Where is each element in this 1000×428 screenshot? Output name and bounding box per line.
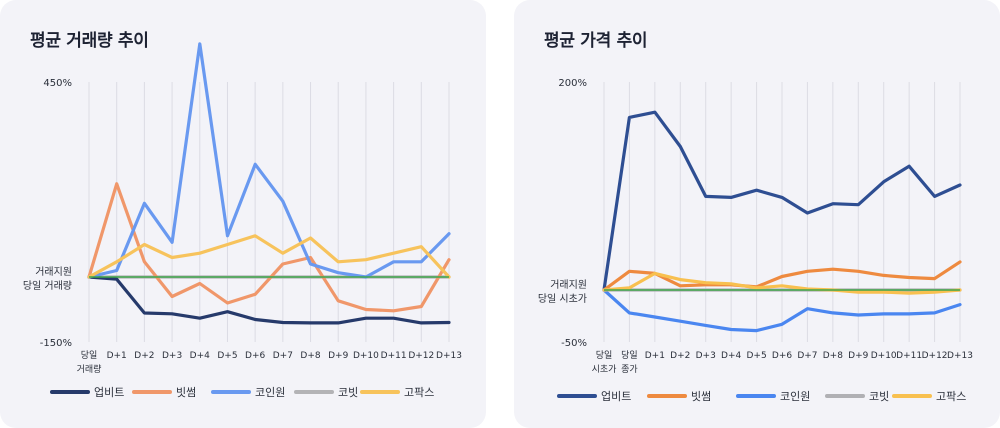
x-tick-label: D+13 <box>436 351 462 361</box>
x-tick-label: D+1 <box>645 351 665 361</box>
x-tick-label-line: 당일 <box>81 350 98 361</box>
y-tick-label: 450% <box>43 78 72 89</box>
x-tick-label: D+7 <box>273 351 293 361</box>
legend-label: 고팍스 <box>936 390 966 403</box>
y-tick-label-line: -150% <box>40 338 72 349</box>
legend-label: 고팍스 <box>404 386 434 399</box>
x-tick-label: D+5 <box>746 351 766 361</box>
x-tick-label-line: D+11 <box>896 351 922 361</box>
y-tick-label-line: 450% <box>43 78 72 89</box>
y-tick-label-line: 거래지원 <box>550 279 587 291</box>
y-tick-label: 200% <box>558 78 587 89</box>
x-tick-label: D+7 <box>797 351 817 361</box>
x-tick-label: D+12 <box>922 351 948 361</box>
x-tick-label-line: D+3 <box>162 351 182 361</box>
series-line-5 <box>602 271 962 295</box>
y-tick-label-line: 당일 시초가 <box>538 293 587 305</box>
legend-label: 업비트 <box>94 386 124 399</box>
x-tick-label-line: D+3 <box>696 351 716 361</box>
x-tick-label: D+8 <box>300 351 320 361</box>
x-tick-label: D+11 <box>381 351 407 361</box>
x-tick-label-line: D+2 <box>134 351 154 361</box>
x-tick-label: D+11 <box>896 351 922 361</box>
x-tick-label-line: D+13 <box>947 351 973 361</box>
x-tick-label: D+9 <box>328 351 348 361</box>
series-line-5 <box>87 234 451 279</box>
x-tick-label: D+5 <box>217 351 237 361</box>
series-line-1 <box>602 110 962 292</box>
chart-title: 평균 가격 추이 <box>544 31 648 51</box>
x-tick-label-line: D+7 <box>273 351 293 361</box>
x-tick-label: D+8 <box>823 351 843 361</box>
x-tick-label: D+2 <box>670 351 690 361</box>
x-tick-label-line: D+13 <box>436 351 462 361</box>
chart-title: 평균 거래량 추이 <box>30 31 149 51</box>
x-tick-label-line: D+11 <box>381 351 407 361</box>
x-tick-label-line: D+12 <box>922 351 948 361</box>
legend-label: 코인원 <box>255 386 285 399</box>
x-tick-label-line: 거래량 <box>77 363 102 375</box>
series-line-2 <box>602 260 962 292</box>
x-tick-label-line: D+1 <box>645 351 665 361</box>
x-tick-label-line: D+4 <box>190 351 210 361</box>
x-tick-label-line: D+1 <box>107 351 127 361</box>
x-tick-label-line: 시초가 <box>592 364 617 375</box>
x-tick-label: D+12 <box>408 351 434 361</box>
legend-label: 코빗 <box>869 390 889 403</box>
x-tick-label: D+3 <box>696 351 716 361</box>
x-tick-label: D+6 <box>245 351 265 361</box>
y-tick-label-line: -50% <box>561 338 587 349</box>
x-tick-label-line: D+7 <box>797 351 817 361</box>
x-tick-label-line: D+8 <box>823 351 843 361</box>
x-tick-label-line: D+8 <box>300 351 320 361</box>
x-tick-label: D+10 <box>871 351 897 361</box>
legend-label: 코빗 <box>338 386 358 399</box>
x-tick-label-line: D+5 <box>746 351 766 361</box>
x-tick-label-line: 종가 <box>621 364 638 375</box>
x-tick-label-line: D+9 <box>328 351 348 361</box>
x-tick-label-line: D+12 <box>408 351 434 361</box>
x-tick-label: D+6 <box>772 351 792 361</box>
series-line-2 <box>87 182 451 313</box>
x-tick-label-line: D+4 <box>721 351 741 361</box>
y-tick-label: -150% <box>40 338 72 349</box>
x-tick-label-line: D+10 <box>871 351 897 361</box>
x-tick-label: D+4 <box>721 351 741 361</box>
x-tick-label-line: D+6 <box>245 351 265 361</box>
x-tick-label-line: D+5 <box>217 351 237 361</box>
series-line-3 <box>87 42 451 279</box>
y-tick-label-line: 거래지원 <box>35 266 72 278</box>
x-tick-label: D+13 <box>947 351 973 361</box>
x-tick-label-line: D+9 <box>848 351 868 361</box>
x-tick-label: D+9 <box>848 351 868 361</box>
x-tick-label: D+4 <box>190 351 210 361</box>
series-line-3 <box>602 288 962 333</box>
x-tick-label-line: 당일 <box>596 350 613 361</box>
series-line-1 <box>87 275 451 325</box>
y-tick-label-line: 당일 거래량 <box>23 280 72 292</box>
x-tick-label: D+10 <box>353 351 379 361</box>
price-trend-panel: 평균 가격 추이 200% 거래지원 당일 시초가 -50% 당일 시초가 당일 종가 D+1 D… <box>514 0 1000 428</box>
legend-label: 빗썸 <box>691 390 711 403</box>
legend-label: 빗썸 <box>176 386 196 399</box>
x-tick-label-line: D+10 <box>353 351 379 361</box>
y-tick-label-line: 200% <box>558 78 587 89</box>
legend-label: 코인원 <box>780 390 810 403</box>
x-tick-label: D+1 <box>107 351 127 361</box>
x-tick-label: D+3 <box>162 351 182 361</box>
legend-label: 업비트 <box>601 390 631 403</box>
x-tick-label-line: D+2 <box>670 351 690 361</box>
x-tick-label: D+2 <box>134 351 154 361</box>
x-tick-label-line: D+6 <box>772 351 792 361</box>
x-tick-label-line: 당일 <box>621 350 638 361</box>
y-tick-label: -50% <box>561 338 587 349</box>
